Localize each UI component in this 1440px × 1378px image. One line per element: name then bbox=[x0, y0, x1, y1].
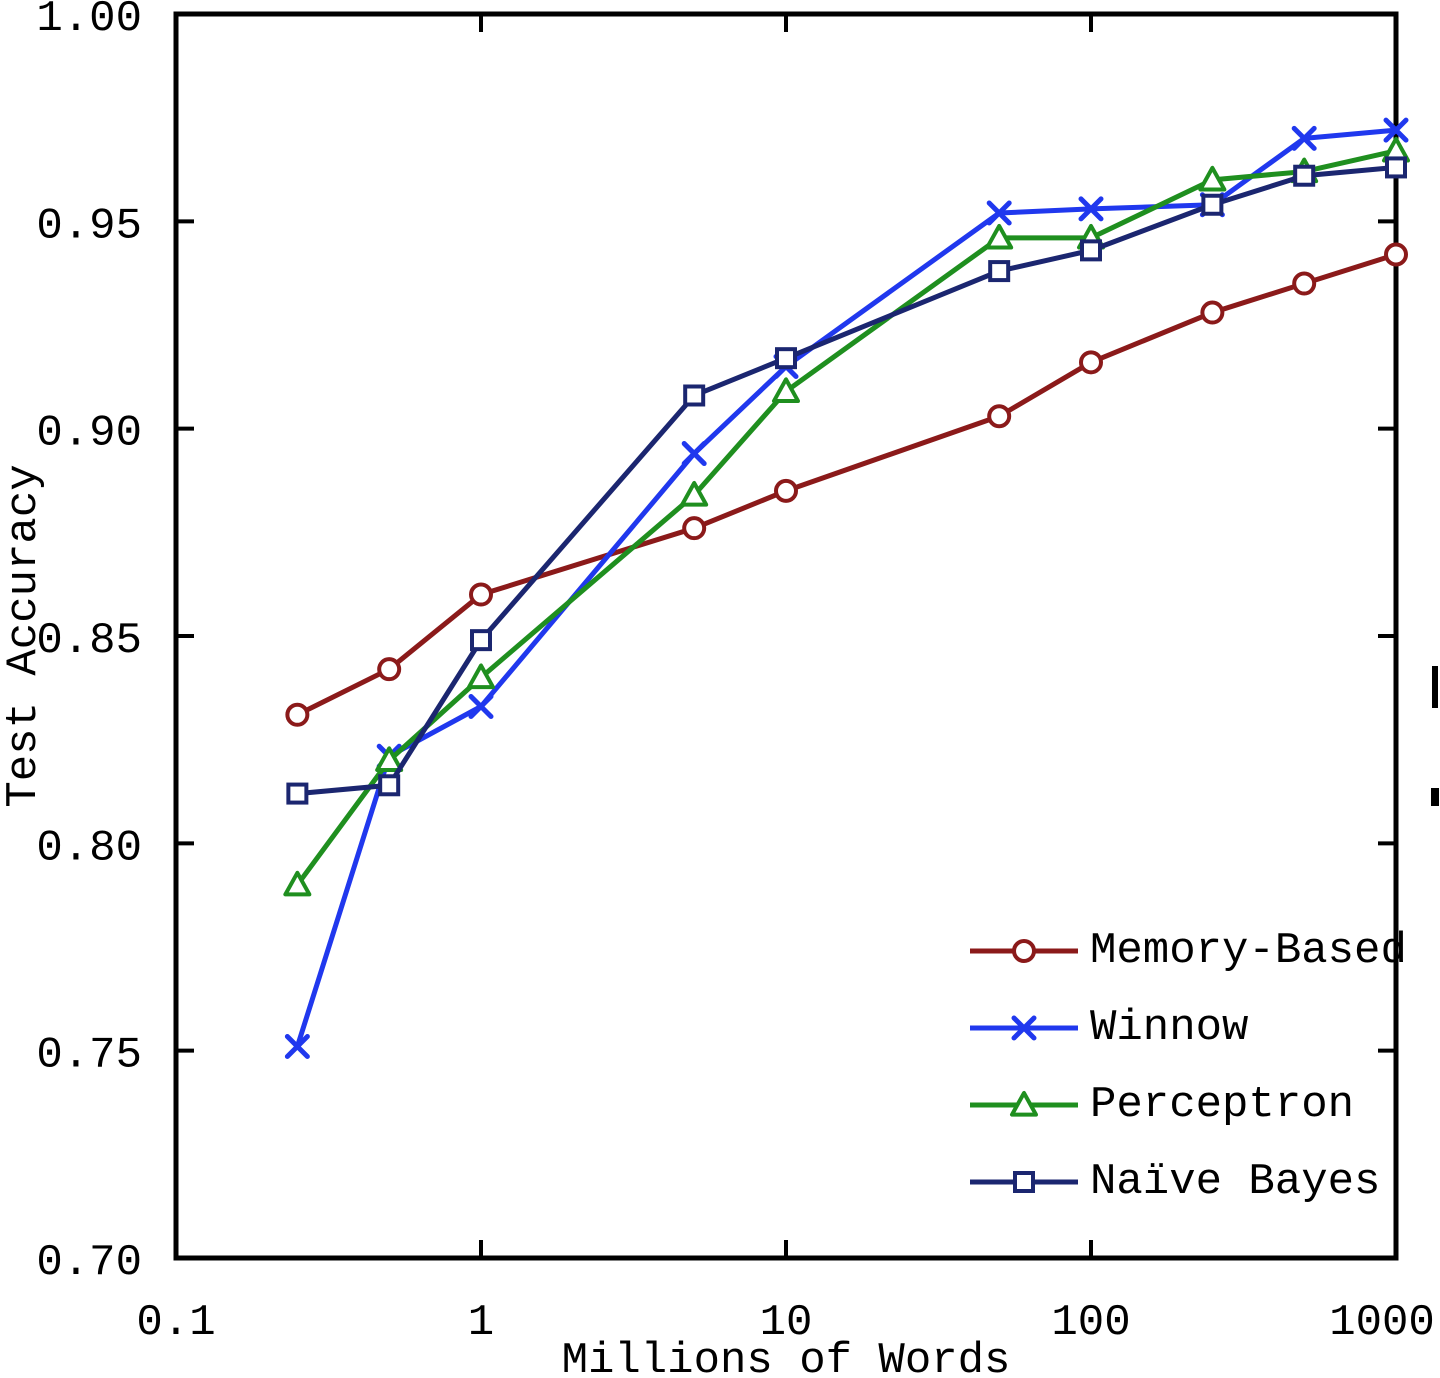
memory-based-marker-icon bbox=[1384, 242, 1408, 267]
memory-based-legend-marker-icon bbox=[1012, 938, 1036, 963]
perceptron-marker-icon bbox=[283, 870, 312, 897]
perceptron-marker-icon bbox=[1198, 165, 1227, 192]
y-tick-label: 0.85 bbox=[36, 616, 142, 666]
legend: Memory-Based Winnow Perceptron Naïve Bay… bbox=[968, 912, 1407, 1220]
na-ve-bayes-marker-icon bbox=[1080, 239, 1102, 262]
x-tick-label: 1000 bbox=[1329, 1298, 1435, 1348]
y-tick-label: 0.70 bbox=[36, 1238, 142, 1288]
memory-based-marker-icon bbox=[1200, 300, 1225, 325]
na-ve-bayes-marker-icon bbox=[1293, 164, 1316, 187]
naive-bayes-line-sample-icon bbox=[970, 1170, 1078, 1193]
winnow-line-sample-icon bbox=[970, 1015, 1078, 1040]
na-ve-bayes-legend-marker-icon bbox=[1013, 1170, 1035, 1193]
memory-based-marker-icon bbox=[987, 404, 1012, 429]
y-tick-label: 0.90 bbox=[36, 409, 142, 459]
winnow-marker-icon bbox=[681, 441, 707, 467]
clipped-adjacent-text-fragment bbox=[1431, 788, 1439, 806]
perceptron-marker-icon bbox=[680, 481, 709, 507]
series-line-perceptron bbox=[294, 148, 1399, 888]
na-ve-bayes-marker-icon bbox=[1201, 193, 1224, 216]
na-ve-bayes-marker-icon bbox=[775, 347, 797, 370]
series-line-memory-based bbox=[294, 252, 1399, 718]
winnow-marker-icon bbox=[1078, 196, 1104, 222]
series-line-winnow bbox=[294, 127, 1399, 1050]
winnow-marker-icon bbox=[986, 200, 1012, 226]
y-tick-label: 0.75 bbox=[36, 1031, 142, 1081]
x-tick-label: 10 bbox=[760, 1298, 813, 1348]
na-ve-bayes-marker-icon bbox=[286, 782, 309, 805]
x-axis-title: Millions of Words bbox=[561, 1336, 1011, 1378]
na-ve-bayes-marker-icon bbox=[1385, 156, 1407, 179]
memory-based-marker-icon bbox=[682, 516, 707, 541]
y-tick-label: 1.00 bbox=[36, 0, 142, 44]
legend-item-perceptron: Perceptron bbox=[968, 1066, 1407, 1143]
memory-based-marker-icon bbox=[377, 657, 402, 682]
y-tick-label: 0.95 bbox=[36, 201, 142, 251]
winnow-marker-icon bbox=[1291, 125, 1317, 151]
x-tick-label: 1 bbox=[468, 1298, 494, 1348]
series-line-na-ve-bayes bbox=[294, 164, 1399, 797]
perceptron-marker-icon bbox=[985, 223, 1014, 250]
memory-based-marker-icon bbox=[469, 582, 493, 607]
na-ve-bayes-marker-icon bbox=[470, 629, 492, 652]
perceptron-legend-marker-icon bbox=[1010, 1090, 1038, 1117]
perceptron-line-sample-icon bbox=[970, 1090, 1078, 1117]
memory-based-marker-icon bbox=[1079, 350, 1103, 375]
perceptron-marker-icon bbox=[772, 377, 800, 403]
x-tick-label: 100 bbox=[1051, 1298, 1130, 1348]
winnow-marker-icon bbox=[284, 1034, 310, 1060]
perceptron-marker-icon bbox=[467, 663, 495, 690]
winnow-marker-icon bbox=[1383, 117, 1409, 143]
perceptron-marker-icon bbox=[375, 746, 404, 772]
legend-item-naive-bayes: Naïve Bayes bbox=[968, 1143, 1407, 1220]
memory-based-line-sample-icon bbox=[970, 938, 1078, 963]
x-tick-label: 0.1 bbox=[136, 1298, 215, 1348]
legend-label-memory-based: Memory-Based bbox=[1090, 925, 1407, 976]
y-tick-label: 0.80 bbox=[36, 823, 142, 873]
winnow-marker-icon bbox=[468, 693, 494, 719]
legend-label-naive-bayes: Naïve Bayes bbox=[1090, 1156, 1381, 1207]
winnow-legend-marker-icon bbox=[1011, 1015, 1037, 1040]
memory-based-marker-icon bbox=[1292, 271, 1317, 296]
clipped-adjacent-text-fragment bbox=[1432, 666, 1438, 708]
na-ve-bayes-marker-icon bbox=[683, 384, 706, 407]
y-axis-title: Test Accuracy bbox=[0, 464, 49, 808]
memory-based-marker-icon bbox=[285, 702, 310, 727]
legend-item-winnow: Winnow bbox=[968, 989, 1407, 1066]
memory-based-marker-icon bbox=[774, 478, 798, 503]
legend-label-perceptron: Perceptron bbox=[1090, 1079, 1355, 1130]
na-ve-bayes-marker-icon bbox=[988, 260, 1011, 283]
legend-item-memory-based: Memory-Based bbox=[968, 912, 1407, 989]
legend-label-winnow: Winnow bbox=[1090, 1002, 1249, 1053]
na-ve-bayes-marker-icon bbox=[378, 774, 401, 797]
